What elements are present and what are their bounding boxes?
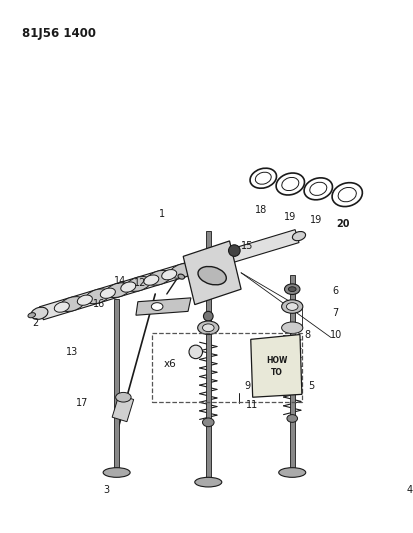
Ellipse shape — [187, 262, 202, 272]
Polygon shape — [206, 231, 211, 482]
Ellipse shape — [202, 418, 214, 426]
Text: 4: 4 — [407, 485, 413, 495]
Text: 15: 15 — [241, 241, 253, 251]
Text: 11: 11 — [246, 400, 258, 410]
Text: 17: 17 — [76, 398, 88, 408]
Ellipse shape — [195, 478, 222, 487]
Text: 19: 19 — [310, 215, 323, 225]
Text: 81J56 1400: 81J56 1400 — [22, 27, 96, 40]
Text: 1: 1 — [159, 209, 165, 219]
Ellipse shape — [31, 307, 48, 319]
Ellipse shape — [152, 303, 163, 310]
Ellipse shape — [189, 345, 202, 359]
Ellipse shape — [228, 245, 240, 256]
Ellipse shape — [198, 266, 226, 285]
Text: x6: x6 — [164, 359, 177, 369]
Ellipse shape — [205, 256, 220, 266]
Text: 5: 5 — [309, 381, 315, 391]
Ellipse shape — [144, 275, 159, 285]
Polygon shape — [112, 395, 134, 422]
Ellipse shape — [287, 415, 297, 422]
Ellipse shape — [204, 311, 213, 321]
Ellipse shape — [103, 467, 130, 478]
Text: 8: 8 — [305, 330, 311, 341]
Ellipse shape — [28, 313, 36, 318]
Ellipse shape — [77, 295, 93, 305]
Polygon shape — [290, 274, 294, 472]
Text: 10: 10 — [330, 330, 342, 341]
Polygon shape — [39, 230, 299, 320]
Text: 18: 18 — [255, 205, 268, 215]
Polygon shape — [114, 299, 119, 472]
Ellipse shape — [285, 284, 300, 294]
Polygon shape — [183, 241, 241, 305]
Text: 2: 2 — [33, 318, 39, 328]
Text: 6: 6 — [332, 286, 339, 296]
Text: 16: 16 — [93, 298, 105, 309]
Ellipse shape — [60, 297, 84, 311]
Ellipse shape — [292, 231, 306, 241]
Ellipse shape — [54, 302, 69, 312]
Text: HOW: HOW — [266, 356, 287, 365]
Text: 9: 9 — [245, 381, 251, 391]
Ellipse shape — [202, 324, 214, 332]
Ellipse shape — [85, 289, 110, 304]
Ellipse shape — [162, 270, 177, 280]
Polygon shape — [251, 335, 302, 397]
Ellipse shape — [126, 277, 151, 292]
Ellipse shape — [170, 263, 194, 278]
Text: 19: 19 — [284, 212, 297, 222]
Text: 3: 3 — [103, 485, 109, 495]
Ellipse shape — [282, 322, 303, 334]
Ellipse shape — [116, 392, 131, 402]
Ellipse shape — [198, 321, 219, 335]
Ellipse shape — [100, 288, 115, 298]
Ellipse shape — [279, 467, 306, 478]
Text: 7: 7 — [332, 308, 339, 318]
Ellipse shape — [147, 270, 171, 285]
Text: 20: 20 — [337, 219, 350, 229]
Text: TO: TO — [271, 368, 283, 377]
Text: 13: 13 — [66, 347, 78, 357]
Ellipse shape — [288, 287, 296, 292]
Ellipse shape — [106, 282, 130, 297]
Polygon shape — [136, 298, 191, 315]
Ellipse shape — [287, 303, 298, 310]
Ellipse shape — [282, 300, 303, 313]
Text: 14: 14 — [114, 277, 127, 286]
Text: 12: 12 — [133, 278, 146, 288]
Ellipse shape — [178, 274, 185, 279]
Ellipse shape — [121, 282, 136, 292]
